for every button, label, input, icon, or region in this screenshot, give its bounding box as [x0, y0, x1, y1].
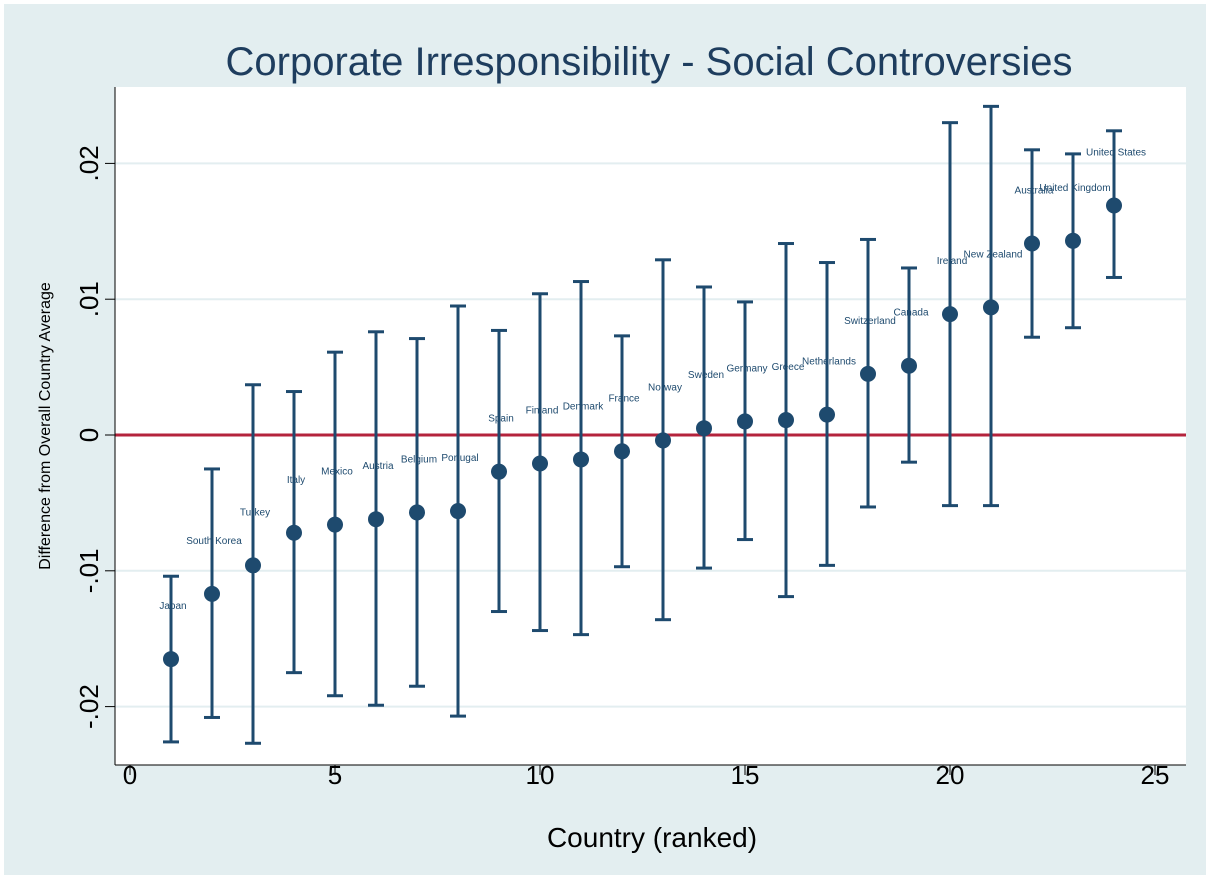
y-tick-label: .01	[74, 281, 104, 317]
x-tick-label: 10	[526, 760, 555, 790]
data-point	[696, 420, 712, 437]
point-label: South Korea	[186, 536, 242, 547]
point-label: France	[608, 393, 640, 404]
data-point	[204, 585, 220, 602]
data-point	[901, 357, 917, 374]
y-tick-label: -.02	[74, 684, 104, 729]
x-tick-label: 25	[1141, 760, 1170, 790]
data-point	[491, 463, 507, 480]
point-labels: Japan South Korea Turkey Italy Mexico Austria…	[159, 147, 1146, 612]
point-label: Italy	[287, 475, 305, 486]
point-label: Australia	[1015, 186, 1054, 197]
point-label: Portugal	[441, 453, 478, 464]
data-point	[778, 412, 794, 429]
point-label: Austria	[362, 461, 394, 472]
data-point	[409, 504, 425, 521]
data-point	[655, 432, 671, 449]
point-label: United States	[1086, 147, 1146, 158]
point-label: Norway	[648, 382, 682, 393]
point-label: New Zealand	[964, 249, 1023, 260]
point-label: Netherlands	[802, 357, 856, 368]
y-tick-label: 0	[74, 428, 104, 442]
data-point	[245, 557, 261, 574]
data-points	[163, 197, 1122, 668]
point-label: Ireland	[937, 256, 968, 267]
chart-title: Corporate Irresponsibility - Social Cont…	[226, 40, 1073, 84]
data-point	[737, 413, 753, 430]
data-point	[819, 406, 835, 423]
data-point	[368, 511, 384, 528]
point-label: Germany	[726, 363, 767, 374]
point-label: Mexico	[321, 467, 353, 478]
point-label: Sweden	[688, 370, 724, 381]
data-point	[163, 651, 179, 668]
point-label: Finland	[526, 406, 559, 417]
x-tick-label: 20	[936, 760, 965, 790]
data-point	[1065, 232, 1081, 249]
y-axis-title: Difference from Overall Country Average	[37, 282, 54, 570]
x-tick-label: 15	[731, 760, 760, 790]
data-point	[573, 451, 589, 468]
point-label: Belgium	[401, 454, 437, 465]
point-label: United Kingdom	[1039, 183, 1110, 194]
x-tick-label: 5	[328, 760, 342, 790]
y-axis-ticks: -.02 -.01 0 .01 .02	[74, 145, 115, 729]
data-point	[1106, 197, 1122, 214]
data-point	[942, 306, 958, 323]
x-axis-ticks: 0 5 10 15 20 25	[123, 760, 1170, 790]
data-point	[860, 365, 876, 382]
data-point	[286, 524, 302, 541]
point-label: Greece	[772, 362, 805, 373]
point-label: Switzerland	[844, 316, 896, 327]
point-label: Spain	[488, 414, 514, 425]
x-axis-title: Country (ranked)	[547, 822, 757, 853]
data-point	[450, 503, 466, 520]
y-tick-label: .02	[74, 145, 104, 181]
data-point	[983, 299, 999, 316]
data-point	[327, 516, 343, 533]
point-label: Denmark	[563, 401, 605, 412]
x-tick-label: 0	[123, 760, 137, 790]
point-label: Canada	[893, 308, 928, 319]
data-point	[1024, 235, 1040, 252]
data-point	[532, 455, 548, 472]
point-label: Turkey	[240, 507, 270, 518]
data-point	[614, 443, 630, 460]
gridlines	[115, 162, 1186, 708]
point-label: Japan	[159, 601, 186, 612]
y-tick-label: -.01	[74, 548, 104, 593]
